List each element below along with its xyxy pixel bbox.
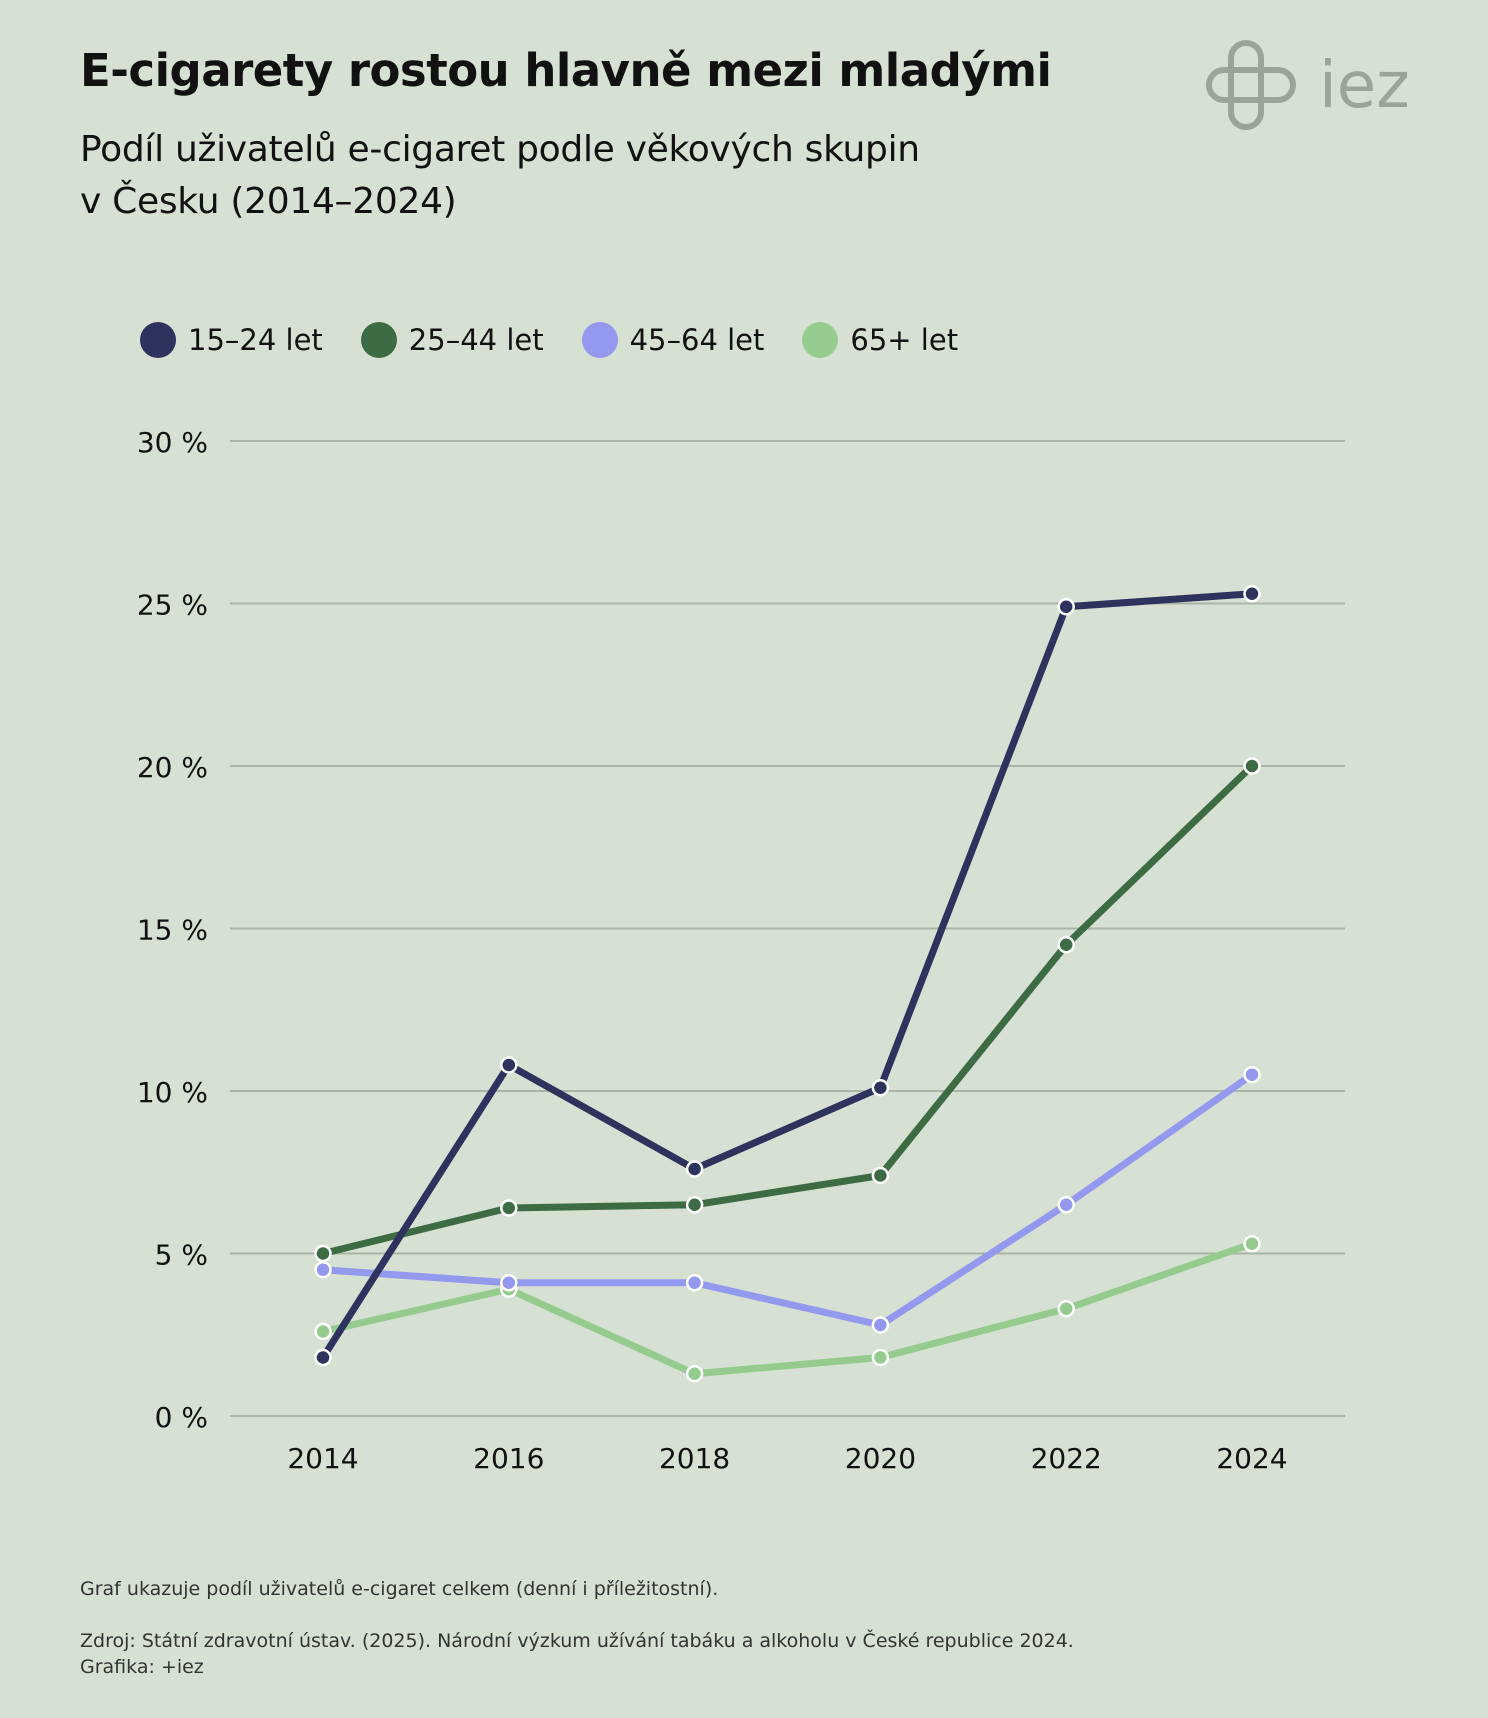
iez-logo: iez xyxy=(1206,40,1410,130)
data-point-25-44 xyxy=(871,1166,890,1185)
data-point-15-24 xyxy=(1243,585,1261,603)
y-tick-label: 15 % xyxy=(137,914,208,947)
subtitle-line-1: Podíl uživatelů e-cigaret podle věkových… xyxy=(80,129,920,170)
line-chart: 0 % 5 % 10 % 15 % 20 % 25 % 30 % 2014 2016 2018 20… xyxy=(137,426,1345,1475)
subtitle-line-2: v Česku (2014–2024) xyxy=(80,181,457,222)
series-line-15-24 xyxy=(319,590,1256,1361)
chart-note: Graf ukazuje podíl uživatelů e-cigaret c… xyxy=(80,1578,719,1600)
x-tick-label: 2016 xyxy=(473,1442,544,1475)
legend-label-25-44: 25–44 let xyxy=(408,323,544,357)
x-tick-label: 2014 xyxy=(287,1442,358,1475)
data-point-45-64 xyxy=(1057,1196,1075,1214)
series-line-25-44 xyxy=(319,762,1256,1257)
legend-item-25-44: 25–44 let xyxy=(360,322,544,358)
legend-swatch-25-44 xyxy=(360,322,397,358)
y-tick-label: 30 % xyxy=(137,426,208,459)
legend-swatch-15-24 xyxy=(140,322,176,358)
data-point-65plus xyxy=(685,1365,704,1383)
data-point-65plus xyxy=(314,1322,332,1341)
series-line-45-64 xyxy=(319,1071,1256,1329)
y-tick-label: 25 % xyxy=(137,589,208,622)
legend-label-15-24: 15–24 let xyxy=(188,323,323,357)
data-point-65plus xyxy=(871,1348,890,1367)
legend-swatch-65plus xyxy=(802,322,839,358)
data-point-45-64 xyxy=(1243,1066,1261,1084)
data-point-15-24 xyxy=(1057,598,1075,616)
data-point-25-44 xyxy=(1243,757,1261,775)
data-point-15-24 xyxy=(500,1056,518,1074)
legend-label-45-64: 45–64 let xyxy=(629,323,765,357)
data-point-25-44 xyxy=(1057,936,1075,954)
y-tick-label: 0 % xyxy=(155,1401,208,1434)
y-tick-label: 20 % xyxy=(137,751,208,784)
x-tick-label: 2018 xyxy=(659,1442,730,1475)
data-point-15-24 xyxy=(871,1079,890,1097)
logo-text: iez xyxy=(1319,49,1410,123)
chart-source: Zdroj: Státní zdravotní ústav. (2025). N… xyxy=(80,1628,1074,1680)
legend-swatch-45-64 xyxy=(581,322,618,358)
legend-label-65plus: 65+ let xyxy=(850,323,959,357)
data-point-25-44 xyxy=(685,1196,704,1214)
legend-item-15-24: 15–24 let xyxy=(140,322,323,358)
data-point-65plus xyxy=(1057,1300,1075,1318)
x-tick-label: 2020 xyxy=(845,1442,916,1475)
y-tick-label: 10 % xyxy=(137,1076,208,1109)
data-point-65plus xyxy=(1243,1235,1261,1253)
data-point-45-64 xyxy=(500,1274,518,1292)
x-tick-label: 2022 xyxy=(1031,1442,1102,1475)
chart-subtitle: Podíl uživatelů e-cigaret podle věkových… xyxy=(80,124,980,228)
chart-legend: 15–24 let 25–44 let 45–64 let 65+ let xyxy=(140,322,996,358)
iez-cross-logo-icon xyxy=(1206,40,1296,130)
credit-text: Grafika: +iez xyxy=(80,1656,204,1678)
data-point-25-44 xyxy=(314,1244,332,1263)
data-point-15-24 xyxy=(685,1160,704,1178)
legend-item-65plus: 65+ let xyxy=(802,322,958,358)
x-tick-label: 2024 xyxy=(1216,1442,1287,1475)
y-tick-label: 5 % xyxy=(155,1239,208,1272)
chart-title: E-cigarety rostou hlavně mezi mladými xyxy=(80,44,1052,97)
data-point-45-64 xyxy=(685,1274,704,1292)
data-point-25-44 xyxy=(500,1199,518,1217)
data-point-15-24 xyxy=(314,1348,332,1367)
source-text: Zdroj: Státní zdravotní ústav. (2025). N… xyxy=(80,1630,1074,1652)
series-line-65plus xyxy=(319,1240,1256,1378)
data-point-45-64 xyxy=(314,1261,332,1279)
legend-item-45-64: 45–64 let xyxy=(581,322,765,358)
data-point-45-64 xyxy=(871,1316,890,1334)
